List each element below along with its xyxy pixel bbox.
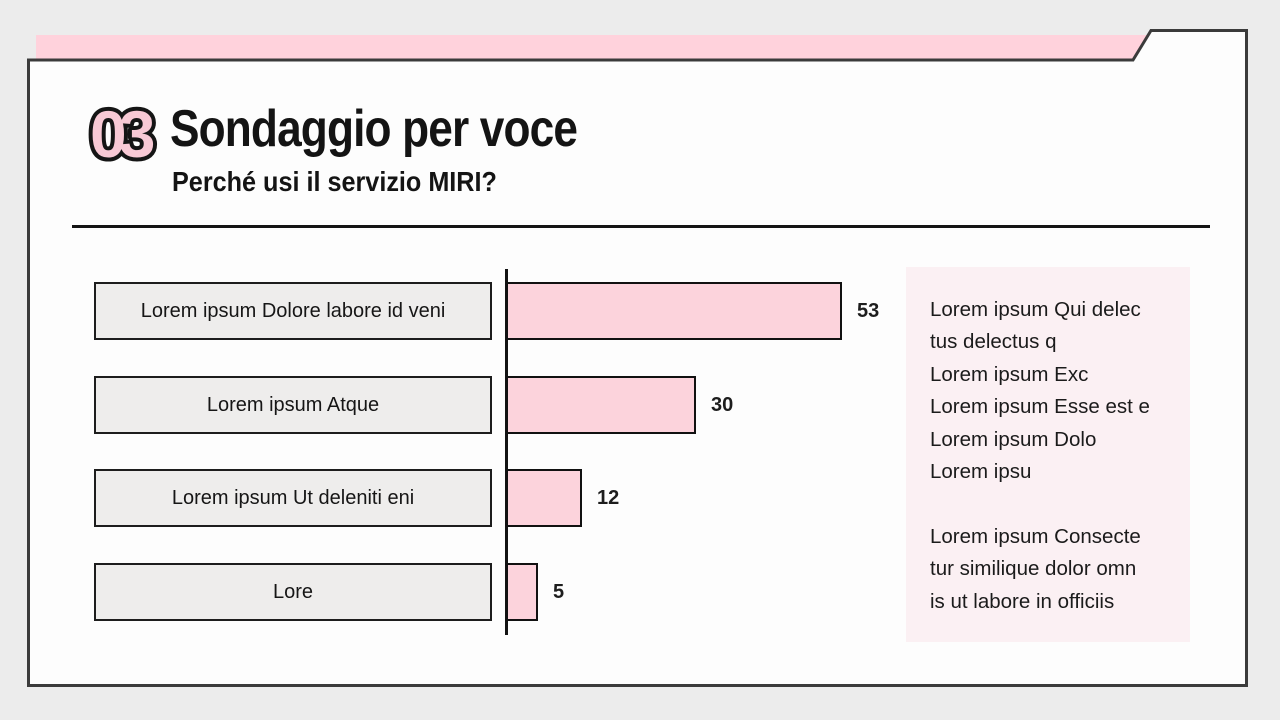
notes-line: tur similique dolor omn [930, 557, 1137, 581]
notes-line: tus delectus q [930, 330, 1057, 354]
page-subtitle: Perché usi il servizio MIRI? [172, 166, 497, 197]
notes-block: Lorem ipsum Consecte tur similique dolor… [930, 521, 1174, 618]
category-label: Lorem ipsum Ut deleniti eni [171, 486, 415, 509]
notes-line: Lorem ipsum Dolo [930, 427, 1097, 451]
category-label: Lorem ipsum Atque [206, 393, 380, 416]
category-label-box: Lorem ipsum Ut deleniti eni [94, 469, 492, 527]
category-label-box: Lorem ipsum Dolore labore id veni [94, 282, 492, 340]
category-label: Lorem ipsum Dolore labore id veni [140, 299, 446, 322]
notes-line: Lorem ipsum Exc [930, 362, 1089, 386]
chart-row: Lore 5 [94, 563, 994, 621]
chart-axis-line [505, 269, 508, 635]
accent-strip [36, 35, 1149, 59]
bar [506, 282, 842, 340]
notes-panel: Lorem ipsum Qui delec tus delectus q Lor… [906, 267, 1190, 642]
notes-line: Lorem ipsum Consecte [930, 524, 1141, 548]
bar-value-label: 12 [597, 487, 620, 509]
category-label: Lore [272, 580, 314, 603]
notes-line: is ut labore in officiis [930, 589, 1115, 613]
notes-line: Lorem ipsu [930, 460, 1032, 484]
header-divider [72, 225, 1210, 228]
notes-block: Lorem ipsum Qui delec tus delectus q Lor… [930, 294, 1174, 488]
slide-number: 03 [90, 97, 154, 171]
category-label-box: Lorem ipsum Atque [94, 376, 492, 434]
notes-line: Lorem ipsum Esse est e [930, 395, 1150, 419]
chart-row: Lorem ipsum Ut deleniti eni 12 [94, 469, 994, 527]
bar-value-label: 5 [553, 581, 565, 603]
chart-row: Lorem ipsum Atque 30 [94, 376, 994, 434]
bar-value-label: 30 [711, 394, 734, 416]
chart-row: Lorem ipsum Dolore labore id veni 53 [94, 282, 994, 340]
bar-value-label: 53 [857, 300, 880, 322]
bar [506, 469, 582, 527]
notes-line: Lorem ipsum Qui delec [930, 298, 1141, 321]
bar [506, 563, 538, 621]
page-title: Sondaggio per voce [170, 100, 578, 158]
category-label-box: Lore [94, 563, 492, 621]
bar [506, 376, 696, 434]
